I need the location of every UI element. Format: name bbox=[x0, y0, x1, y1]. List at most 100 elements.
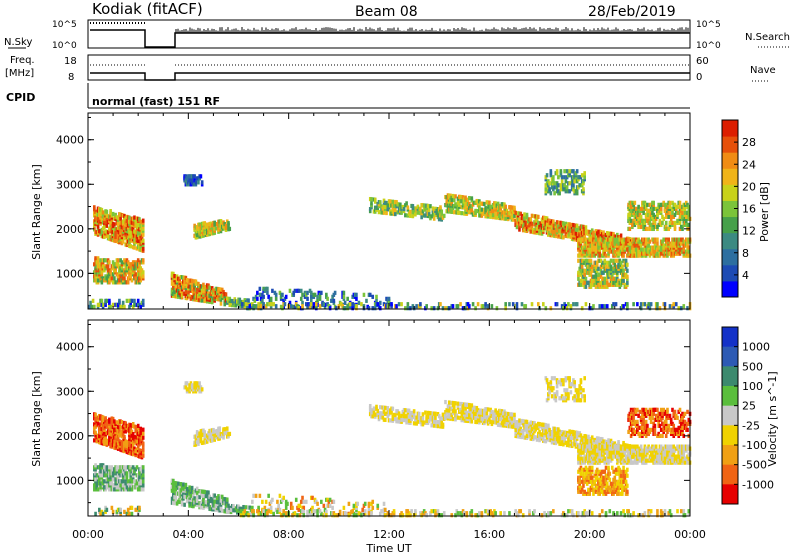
power-range-cell bbox=[458, 211, 461, 215]
velocity-range-cell bbox=[232, 504, 235, 508]
cpid-label: CPID bbox=[6, 91, 35, 104]
power-range-cell bbox=[649, 306, 652, 310]
power-range-cell bbox=[606, 304, 609, 308]
velocity-range-cell bbox=[418, 412, 421, 416]
power-range-cell bbox=[375, 295, 378, 299]
velocity-range-cell bbox=[286, 502, 289, 506]
power-range-cell bbox=[137, 258, 140, 262]
power-range-cell bbox=[616, 283, 619, 287]
power-range-cell bbox=[97, 256, 100, 260]
power-range-cell bbox=[369, 293, 372, 297]
velocity-range-cell bbox=[108, 465, 111, 469]
power-range-cell bbox=[93, 205, 96, 209]
power-range-cell bbox=[389, 199, 392, 203]
power-range-cell bbox=[553, 191, 556, 195]
velocity-range-cell bbox=[282, 496, 285, 500]
velocity-range-cell bbox=[226, 498, 229, 502]
velocity-range-cell bbox=[553, 427, 556, 431]
power-range-cell bbox=[592, 304, 595, 308]
velocity-range-cell bbox=[311, 496, 314, 500]
power-range-cell bbox=[187, 290, 190, 294]
velocity-range-cell bbox=[491, 410, 494, 414]
power-colorbar-label: 8 bbox=[742, 247, 749, 260]
power-range-cell bbox=[108, 299, 111, 303]
power-range-cell bbox=[142, 274, 145, 278]
power-range-cell bbox=[142, 303, 145, 307]
power-range-cell bbox=[581, 306, 584, 310]
power-range-cell bbox=[191, 279, 194, 283]
power-range-cell bbox=[134, 272, 137, 276]
power-range-cell bbox=[474, 306, 477, 310]
velocity-range-cell bbox=[185, 483, 188, 487]
velocity-range-cell bbox=[373, 406, 376, 410]
power-range-cell bbox=[556, 169, 559, 173]
velocity-range-cell bbox=[538, 438, 541, 442]
power-range-cell bbox=[622, 304, 625, 308]
power-range-cell bbox=[427, 204, 430, 208]
power-range-cell bbox=[417, 211, 420, 215]
power-range-cell bbox=[91, 305, 94, 309]
power-range-cell bbox=[256, 297, 259, 301]
power-range-cell bbox=[314, 293, 317, 297]
power-range-cell bbox=[335, 306, 338, 310]
power-range-cell bbox=[450, 210, 453, 214]
power-range-cell bbox=[558, 191, 561, 195]
velocity-range-cell bbox=[389, 418, 392, 422]
power-range-cell bbox=[620, 261, 623, 265]
velocity-range-cell bbox=[452, 417, 455, 421]
power-range-cell bbox=[266, 302, 269, 306]
power-range-cell bbox=[220, 219, 223, 223]
power-range-cell bbox=[323, 302, 326, 306]
power-range-cell bbox=[409, 210, 412, 214]
power-range-cell bbox=[419, 302, 422, 306]
beam-label: Beam 08 bbox=[355, 4, 418, 20]
power-range-cell bbox=[444, 306, 447, 310]
power-range-cell bbox=[254, 304, 257, 308]
power-range-cell bbox=[568, 189, 571, 193]
power-range-cell bbox=[343, 295, 346, 299]
power-range-cell bbox=[646, 203, 649, 207]
power-range-cell bbox=[660, 252, 663, 256]
velocity-range-cell bbox=[418, 416, 421, 420]
cpid-panel: CPID normal (fast) 151 RF bbox=[6, 83, 690, 108]
power-range-cell bbox=[300, 289, 303, 293]
power-range-cell bbox=[508, 302, 511, 306]
power-range-cell bbox=[106, 210, 109, 214]
power-range-cell bbox=[430, 306, 433, 310]
velocity-range-cell bbox=[142, 432, 145, 436]
power-range-cell bbox=[386, 203, 389, 207]
power-range-cell bbox=[531, 222, 534, 226]
velocity-range-cell bbox=[413, 409, 416, 413]
power-range-cell bbox=[404, 306, 407, 310]
velocity-range-cell bbox=[98, 508, 101, 512]
velocity-range-cell bbox=[384, 406, 387, 410]
power-range-cell bbox=[583, 269, 586, 273]
freq-tick-bottom: 8 bbox=[68, 72, 74, 83]
velocity-range-cell bbox=[457, 416, 460, 420]
velocity-range-cell bbox=[142, 465, 145, 469]
power-range-cell bbox=[379, 306, 382, 310]
power-range-cell bbox=[603, 259, 606, 263]
power-range-cell bbox=[379, 200, 382, 204]
power-range-cell bbox=[644, 302, 647, 306]
velocity-range-cell bbox=[348, 502, 351, 506]
power-range-cell bbox=[225, 292, 228, 296]
power-range-cell bbox=[612, 281, 615, 285]
velocity-range-cell bbox=[433, 424, 436, 428]
velocity-range-cell bbox=[522, 419, 525, 423]
power-range-cell bbox=[583, 175, 586, 179]
power-range-cell bbox=[492, 213, 495, 217]
power-range-cell bbox=[409, 214, 412, 218]
power-range-cell bbox=[270, 302, 273, 306]
velocity-range-cell bbox=[529, 420, 532, 424]
power-range-cell bbox=[133, 299, 136, 303]
velocity-range-cell bbox=[394, 413, 397, 417]
velocity-range-cell bbox=[383, 502, 386, 506]
velocity-range-cell bbox=[104, 416, 107, 420]
power-range-cell bbox=[208, 286, 211, 290]
power-range-cell bbox=[351, 302, 354, 306]
power-range-cell bbox=[606, 261, 609, 265]
power-range-cell bbox=[403, 207, 406, 211]
power-range-cell bbox=[576, 191, 579, 195]
